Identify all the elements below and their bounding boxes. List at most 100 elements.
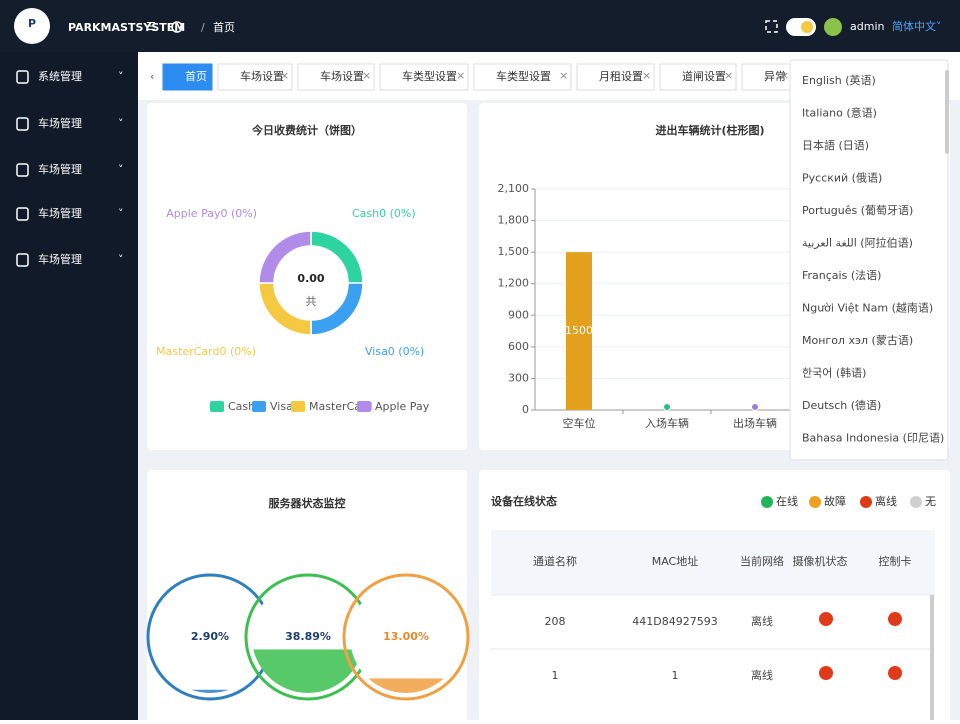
tab-scroll-left[interactable]: ‹ [150,70,154,83]
pie-slice [258,230,312,284]
gauge-bg [154,581,266,693]
language-option[interactable]: Bahasa Indonesia (印尼语) [802,432,944,445]
fullscreen-icon[interactable] [765,20,778,33]
tab-label[interactable]: 异常 [764,70,786,83]
menu-caret: ˅ [118,207,124,220]
tab[interactable] [162,63,213,91]
legend-label: MasterCard [309,400,372,413]
legend-swatch [291,401,305,412]
language-option[interactable]: Монгол хэл (蒙古语) [802,334,913,347]
legend-dot [809,496,821,508]
tab[interactable] [217,63,293,91]
refresh-icon[interactable] [171,21,183,33]
legend-label: Visa [270,400,293,413]
menu-icon[interactable]: ☰ [146,20,156,33]
column-header: 通道名称 [533,554,577,568]
y-tick-label: 1,500 [498,245,530,258]
cell: 208 [545,615,566,628]
tab-label[interactable]: 道闸设置 [682,69,726,83]
language-option[interactable]: Русский (俄语) [802,172,882,185]
tab[interactable] [576,63,655,91]
menu-icon [16,207,29,221]
dropdown-panel [789,59,949,461]
y-tick-label: 900 [508,308,529,321]
tab-label[interactable]: 车场设置 [320,69,364,83]
tab-close: × [362,69,371,82]
menu-item[interactable]: 车场管理 [38,252,82,266]
tab-close: × [780,69,789,82]
column-header: 摄像机状态 [793,554,848,568]
card [147,103,467,450]
breadcrumb: 首页 [213,20,235,34]
menu-item[interactable]: 车场管理 [38,116,82,130]
menu-icon [16,117,29,131]
menu-item[interactable]: 系统管理 [38,69,82,83]
x-tick-label: 出场车辆 [733,416,777,430]
language-caret[interactable]: ˅ [936,20,942,33]
status-dot [819,666,833,680]
language-option[interactable]: Người Việt Nam (越南语) [802,301,933,315]
legend-dot [860,496,872,508]
cell: 441D84927593 [632,615,717,628]
legend-swatch [252,401,266,412]
bar-point [663,403,671,411]
slice-label: Visa0 (0%) [365,345,424,358]
charts: 系统管理 ˅车场管理 ˅车场管理 ˅车场管理 ˅车场管理 ˅首页 车场设置× 车场设置× 车类型… [16,63,936,720]
table-header [491,530,935,595]
language-option[interactable]: Português (葡萄牙语) [802,204,913,217]
menu-caret: ˅ [118,70,124,83]
legend-dot [910,496,922,508]
language-option[interactable]: English (英语) [802,73,876,87]
legend-label: 无 [925,495,936,508]
language-option[interactable]: اللغة العربية (阿拉伯语) [802,236,913,250]
column-header: 控制卡 [879,554,912,568]
status-dot [888,666,902,680]
card-title: 进出车辆统计(柱形图) [655,123,764,137]
tab[interactable] [741,63,793,91]
column-header: MAC地址 [652,554,699,568]
language-option[interactable]: Deutsch (德语) [802,398,881,412]
cell: 离线 [751,614,773,628]
table-scrollbar [930,595,934,720]
tab-label[interactable]: 车类型设置 [402,69,457,83]
sidebar [0,52,138,720]
tab[interactable] [379,63,469,91]
tab[interactable] [473,63,572,91]
tab-close: × [642,69,651,82]
avatar[interactable] [824,18,842,36]
menu-item[interactable]: 车场管理 [38,162,82,176]
legend-label: Cash [228,400,255,413]
card-title: 设备在线状态 [491,494,557,508]
tab-label[interactable]: 月租设置 [599,70,643,83]
logo-icon [14,8,50,44]
gauge-label: 2.90% [191,630,229,643]
logo-mark: P [28,17,36,30]
menu-caret: ˅ [118,163,124,176]
tab-close: × [456,69,465,82]
column-header: 当前网络 [740,554,784,568]
language-option[interactable]: 日本語 (日语) [802,138,869,152]
username[interactable]: admin [850,20,884,33]
tab-label[interactable]: 首页 [185,69,207,83]
tab[interactable] [297,63,375,91]
y-tick-label: 1,800 [498,214,530,227]
y-tick-label: 300 [508,371,529,384]
slice-label: Apple Pay0 (0%) [166,207,257,220]
tab-label[interactable]: 车类型设置 [496,69,551,83]
legend-dot [761,496,773,508]
language-option[interactable]: 한국어 (韩语) [802,366,866,380]
language-option[interactable]: Français (法语) [802,268,881,282]
bar-point [751,403,759,411]
tab-close: × [724,69,733,82]
tab[interactable] [659,63,737,91]
status-dot [819,612,833,626]
gauge-ring [342,573,470,701]
legend-label: 离线 [875,494,897,508]
language-option[interactable]: Italiano (意语) [802,106,877,120]
menu-item[interactable]: 车场管理 [38,206,82,220]
cell: 1 [672,669,679,682]
y-tick-label: 1,200 [498,277,530,290]
language-select[interactable]: 简体中文 [892,19,936,33]
tab-label[interactable]: 车场设置 [240,69,284,83]
